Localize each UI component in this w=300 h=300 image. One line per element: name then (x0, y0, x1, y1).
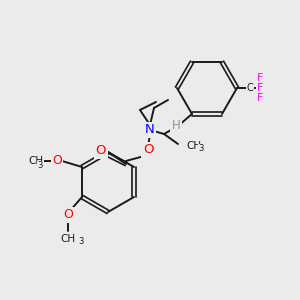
Text: F: F (257, 93, 263, 103)
Text: F: F (257, 73, 263, 83)
Text: O: O (96, 145, 106, 158)
Text: 3: 3 (78, 238, 83, 247)
Text: 3: 3 (37, 161, 43, 170)
Text: O: O (143, 143, 153, 157)
Text: C: C (247, 83, 254, 93)
Text: H: H (172, 119, 180, 133)
Text: CH: CH (186, 141, 201, 151)
Text: CH: CH (28, 156, 43, 166)
Text: O: O (63, 208, 73, 221)
Text: F: F (257, 83, 263, 93)
Text: 3: 3 (198, 145, 203, 154)
Text: O: O (52, 154, 62, 167)
Text: CH: CH (61, 234, 76, 244)
Text: N: N (145, 124, 155, 136)
